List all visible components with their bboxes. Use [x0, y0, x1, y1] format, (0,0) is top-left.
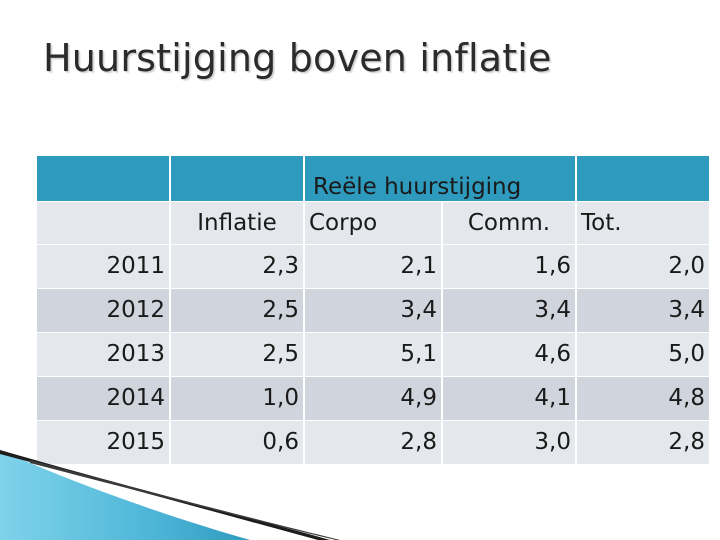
swoosh-thin-line [30, 460, 340, 540]
table-header-row-columns: Inflatie Corpo Comm. Tot. [37, 201, 711, 245]
cell-inflatie: 2,5 [170, 332, 305, 377]
cell-inflatie: 0,6 [170, 420, 305, 465]
cell-corpo: 3,4 [304, 288, 443, 333]
cell-corpo: 2,1 [304, 244, 443, 289]
table-row: 2011 2,3 2,1 1,6 2,0 [37, 244, 711, 289]
cell-comm: 4,6 [442, 332, 577, 377]
table-row: 2012 2,5 3,4 3,4 3,4 [37, 288, 711, 333]
cell-year: 2015 [37, 420, 171, 465]
header-cell-blank [37, 156, 171, 202]
column-header-year [37, 201, 171, 245]
cell-year: 2013 [37, 332, 171, 377]
table-header-row-group: Reële huurstijging [37, 156, 711, 202]
table-row: 2013 2,5 5,1 4,6 5,0 [37, 332, 711, 377]
cell-corpo: 2,8 [304, 420, 443, 465]
header-cell-blank [170, 156, 305, 202]
cell-year: 2011 [37, 244, 171, 289]
cell-tot: 2,0 [576, 244, 711, 289]
cell-comm: 1,6 [442, 244, 577, 289]
header-cell-blank [576, 156, 711, 202]
table-row: 2015 0,6 2,8 3,0 2,8 [37, 420, 711, 465]
cell-inflatie: 1,0 [170, 376, 305, 421]
cell-corpo: 5,1 [304, 332, 443, 377]
cell-comm: 3,4 [442, 288, 577, 333]
column-header-corpo: Corpo [304, 201, 443, 245]
cell-corpo: 4,9 [304, 376, 443, 421]
cell-comm: 3,0 [442, 420, 577, 465]
table-row: 2014 1,0 4,9 4,1 4,8 [37, 376, 711, 421]
cell-year: 2014 [37, 376, 171, 421]
column-header-comm: Comm. [442, 201, 577, 245]
cell-tot: 5,0 [576, 332, 711, 377]
column-header-inflatie: Inflatie [170, 201, 305, 245]
group-header-label: Reële huurstijging [313, 174, 522, 200]
cell-inflatie: 2,5 [170, 288, 305, 333]
column-header-tot: Tot. [576, 201, 711, 245]
group-header-reele-huurstijging: Reële huurstijging [304, 156, 577, 202]
cell-tot: 3,4 [576, 288, 711, 333]
data-table: Reële huurstijging Inflatie Corpo Comm. … [37, 156, 711, 465]
cell-comm: 4,1 [442, 376, 577, 421]
cell-tot: 2,8 [576, 420, 711, 465]
cell-tot: 4,8 [576, 376, 711, 421]
cell-year: 2012 [37, 288, 171, 333]
cell-inflatie: 2,3 [170, 244, 305, 289]
slide-title: Huurstijging boven inflatie [43, 36, 552, 80]
